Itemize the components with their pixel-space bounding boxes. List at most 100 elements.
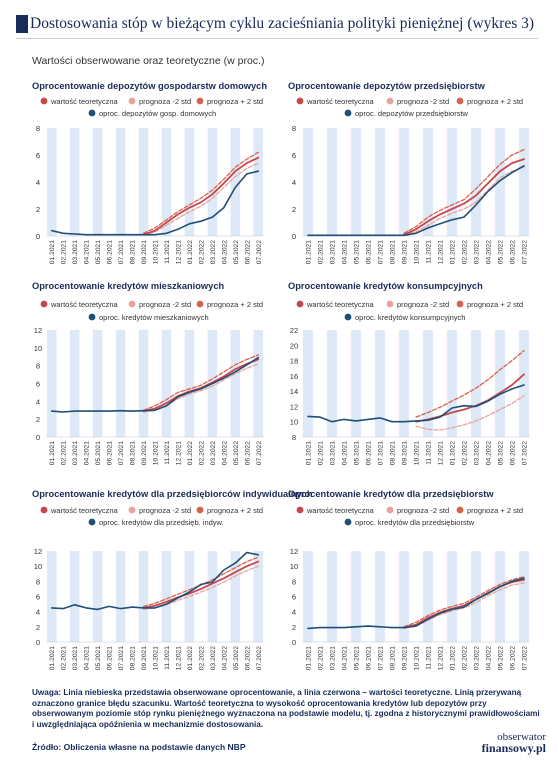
legend-minus-2std-marker [386,97,394,105]
title-initial-block [16,15,28,33]
y-tick-label: 4 [292,178,296,187]
x-tick-label: 05.2021 [354,646,361,670]
legend-theoretical-label: wartość teoretyczna [50,300,119,309]
column-band [207,551,218,642]
column-band [375,551,385,642]
x-tick-label: 05.2021 [354,441,361,465]
column-band [253,330,263,437]
x-tick-label: 04.2021 [342,441,349,465]
column-band [303,128,313,236]
series-line-minus [403,166,525,236]
x-tick-label: 08.2021 [130,240,137,264]
x-tick-label: 04.2022 [221,240,228,264]
series-line-plus [142,354,259,411]
legend-theoretical-label: wartość teoretyczna [50,97,119,106]
legend-plus-2std-label: prognoza + 2 std [467,300,523,309]
column-band [399,551,409,642]
column-band [423,128,433,236]
x-tick-label: 12.2021 [175,646,182,670]
column-band [47,128,57,236]
y-tick-label: 6 [36,380,40,389]
logo-line-1: obserwator [497,731,546,743]
x-tick-label: 01.2021 [49,646,56,670]
y-tick-label: 8 [36,362,40,371]
legend-observed-marker [88,518,96,526]
column-band [519,330,529,437]
y-tick-label: 2 [36,205,40,214]
logo-line-2: finansowy.pl [481,741,546,755]
column-band [138,128,149,236]
y-tick-label: 10 [34,344,42,353]
y-tick-label: 12 [290,547,298,556]
legend-observed-marker [344,518,352,526]
panel-title: Oprocentowanie depozytów przedsiębiorstw [288,81,486,91]
column-band [230,551,241,642]
column-band [327,551,337,642]
legend-observed-label: oproc. kredytów dla przedsiębiorstw [355,518,475,527]
column-band [519,551,529,642]
x-tick-label: 05.2022 [498,441,505,465]
x-tick-label: 06.2022 [510,240,517,264]
x-tick-label: 07.2021 [118,441,125,465]
x-tick-label: 12.2021 [438,240,445,264]
series-line-observed [50,170,260,236]
column-band [138,330,149,437]
x-tick-label: 03.2021 [330,646,337,670]
x-tick-label: 01.2021 [49,441,56,465]
legend-theoretical-marker [40,300,48,308]
panel-title: Oprocentowanie kredytów konsumpcyjnych [288,281,483,291]
legend-theoretical-marker [296,506,304,514]
series-line-plus [403,148,525,234]
column-band [471,330,481,437]
x-tick-label: 02.2021 [61,646,68,670]
x-tick-label: 02.2022 [462,441,469,465]
y-tick-label: 0 [36,232,40,241]
x-tick-label: 07.2022 [522,240,529,264]
x-tick-label: 02.2022 [198,441,205,465]
column-band [161,128,172,236]
column-band [303,330,313,437]
x-tick-label: 11.2021 [164,646,171,670]
x-tick-label: 09.2021 [402,441,409,465]
x-tick-label: 06.2021 [366,441,373,465]
column-band [447,128,457,236]
x-tick-label: 06.2021 [107,240,114,264]
column-band [471,551,481,642]
x-tick-label: 06.2022 [244,646,251,670]
x-tick-label: 05.2021 [95,240,102,264]
x-tick-label: 01.2022 [187,441,194,465]
x-tick-label: 05.2022 [233,646,240,670]
legend-plus-2std-label: prognoza + 2 std [207,300,263,309]
y-tick-label: 12 [290,402,298,411]
y-tick-label: 6 [292,151,296,160]
series-line-theoretical [142,156,260,236]
column-band [495,128,505,236]
x-tick-label: 06.2022 [244,240,251,264]
column-band [115,330,126,437]
x-tick-label: 06.2021 [366,646,373,670]
legend-plus-2std-marker [456,506,464,514]
y-tick-label: 4 [36,397,40,406]
x-tick-label: 05.2022 [498,646,505,670]
legend-theoretical-label: wartość teoretyczna [50,506,119,515]
column-band [495,330,505,437]
legend-minus-2std-marker [128,97,136,105]
x-tick-label: 06.2021 [107,441,114,465]
x-tick-label: 07.2021 [378,240,385,264]
x-tick-label: 04.2022 [486,240,493,264]
column-band [253,551,263,642]
x-tick-label: 07.2021 [118,646,125,670]
y-tick-label: 16 [290,372,298,381]
y-tick-label: 10 [290,418,298,427]
x-tick-label: 06.2022 [510,646,517,670]
x-tick-label: 10.2021 [153,646,160,670]
chart-panel-5: Oprocentowanie kredytów dla przedsiębior… [32,489,313,670]
legend-plus-2std-marker [456,300,464,308]
legend-observed-marker [344,313,352,321]
x-tick-label: 05.2021 [95,441,102,465]
x-tick-label: 01.2022 [450,441,457,465]
x-tick-label: 08.2021 [130,441,137,465]
series-line-observed [50,551,260,611]
x-tick-label: 07.2022 [522,441,529,465]
x-tick-label: 09.2021 [402,240,409,264]
